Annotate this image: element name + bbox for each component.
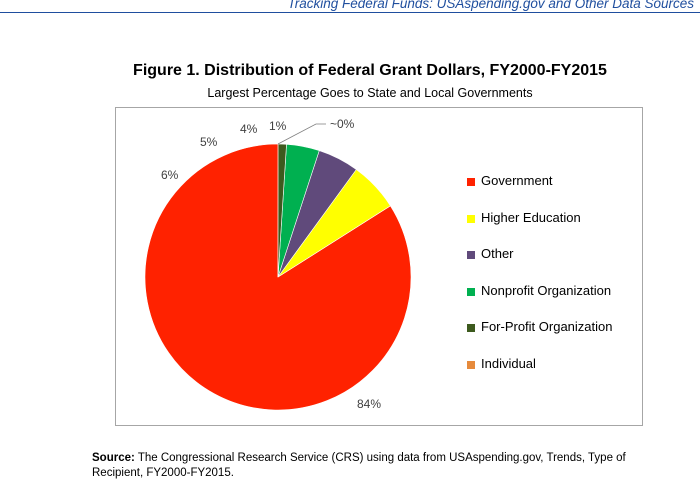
legend-item-higher-education: Higher Education — [467, 209, 647, 227]
legend-label: Higher Education — [481, 209, 581, 227]
data-label-other: 5% — [200, 135, 218, 149]
data-label-individual: ~0% — [330, 117, 355, 131]
legend-swatch — [467, 361, 475, 369]
data-label-for-profit-organization: 1% — [269, 119, 287, 133]
data-label-higher-education: 6% — [161, 168, 179, 182]
running-header: Tracking Federal Funds: USAspending.gov … — [0, 0, 700, 13]
source-text: The Congressional Research Service (CRS)… — [92, 452, 626, 479]
legend-item-nonprofit-organization: Nonprofit Organization — [467, 282, 647, 300]
legend-item-other: Other — [467, 245, 647, 263]
chart-area: 84% 6% 5% 4% 1% ~0% — [115, 107, 643, 426]
source-note: Source: The Congressional Research Servi… — [92, 451, 652, 481]
data-label-nonprofit-organization: 4% — [240, 122, 258, 136]
figure-subtitle: Largest Percentage Goes to State and Loc… — [90, 86, 650, 100]
data-label-government: 84% — [357, 397, 381, 411]
legend-item-individual: Individual — [467, 355, 647, 373]
legend-label: Nonprofit Organization — [481, 282, 611, 300]
source-label: Source: — [92, 452, 135, 464]
legend-item-for-profit-organization: For-Profit Organization — [467, 318, 647, 336]
legend-swatch — [467, 288, 475, 296]
legend-swatch — [467, 215, 475, 223]
legend-label: Other — [481, 245, 514, 263]
legend-swatch — [467, 251, 475, 259]
figure-title: Figure 1. Distribution of Federal Grant … — [90, 62, 650, 80]
running-header-text: Tracking Federal Funds: USAspending.gov … — [288, 0, 694, 11]
legend-label: Individual — [481, 355, 536, 373]
legend-item-government: Government — [467, 172, 647, 190]
legend-swatch — [467, 324, 475, 332]
pie-chart: 84% 6% 5% 4% 1% ~0% — [116, 108, 644, 427]
legend-label: For-Profit Organization — [481, 318, 613, 336]
legend-swatch — [467, 178, 475, 186]
legend-label: Government — [481, 172, 553, 190]
